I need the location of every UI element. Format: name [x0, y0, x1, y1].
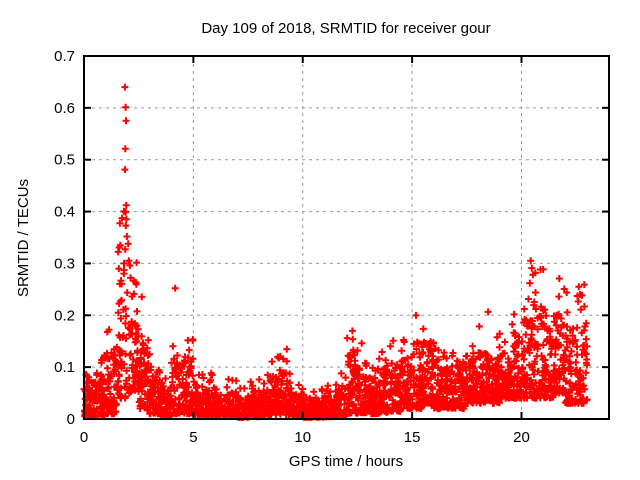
y-tick-label: 0.3 — [54, 255, 75, 272]
x-tick-label: 10 — [294, 429, 311, 446]
y-tick-label: 0.2 — [54, 307, 75, 324]
y-axis-label: SRMTID / TECUs — [15, 179, 32, 297]
plot-frame — [83, 55, 610, 420]
x-tick-label: 0 — [80, 429, 88, 446]
x-axis-label: GPS time / hours — [289, 453, 403, 470]
y-tick-label: 0.6 — [54, 100, 75, 117]
y-tick-label: 0.7 — [54, 48, 75, 65]
data-points-layer — [80, 83, 591, 421]
scatter-points — [80, 83, 591, 421]
y-tick-label: 0.1 — [54, 359, 75, 376]
plot-border — [83, 55, 610, 420]
x-tick-label: 15 — [404, 429, 421, 446]
chart-title: Day 109 of 2018, SRMTID for receiver gou… — [201, 20, 490, 37]
x-tick-label: 5 — [189, 429, 197, 446]
x-tick-label: 20 — [513, 429, 530, 446]
tick-labels: 0 0.1 0.2 0.3 0.4 0.5 0.6 0.7 0 5 10 15 20 — [54, 48, 530, 446]
y-tick-label: 0.4 — [54, 204, 75, 221]
y-tick-label: 0 — [67, 411, 75, 428]
y-tick-label: 0.5 — [54, 152, 75, 169]
